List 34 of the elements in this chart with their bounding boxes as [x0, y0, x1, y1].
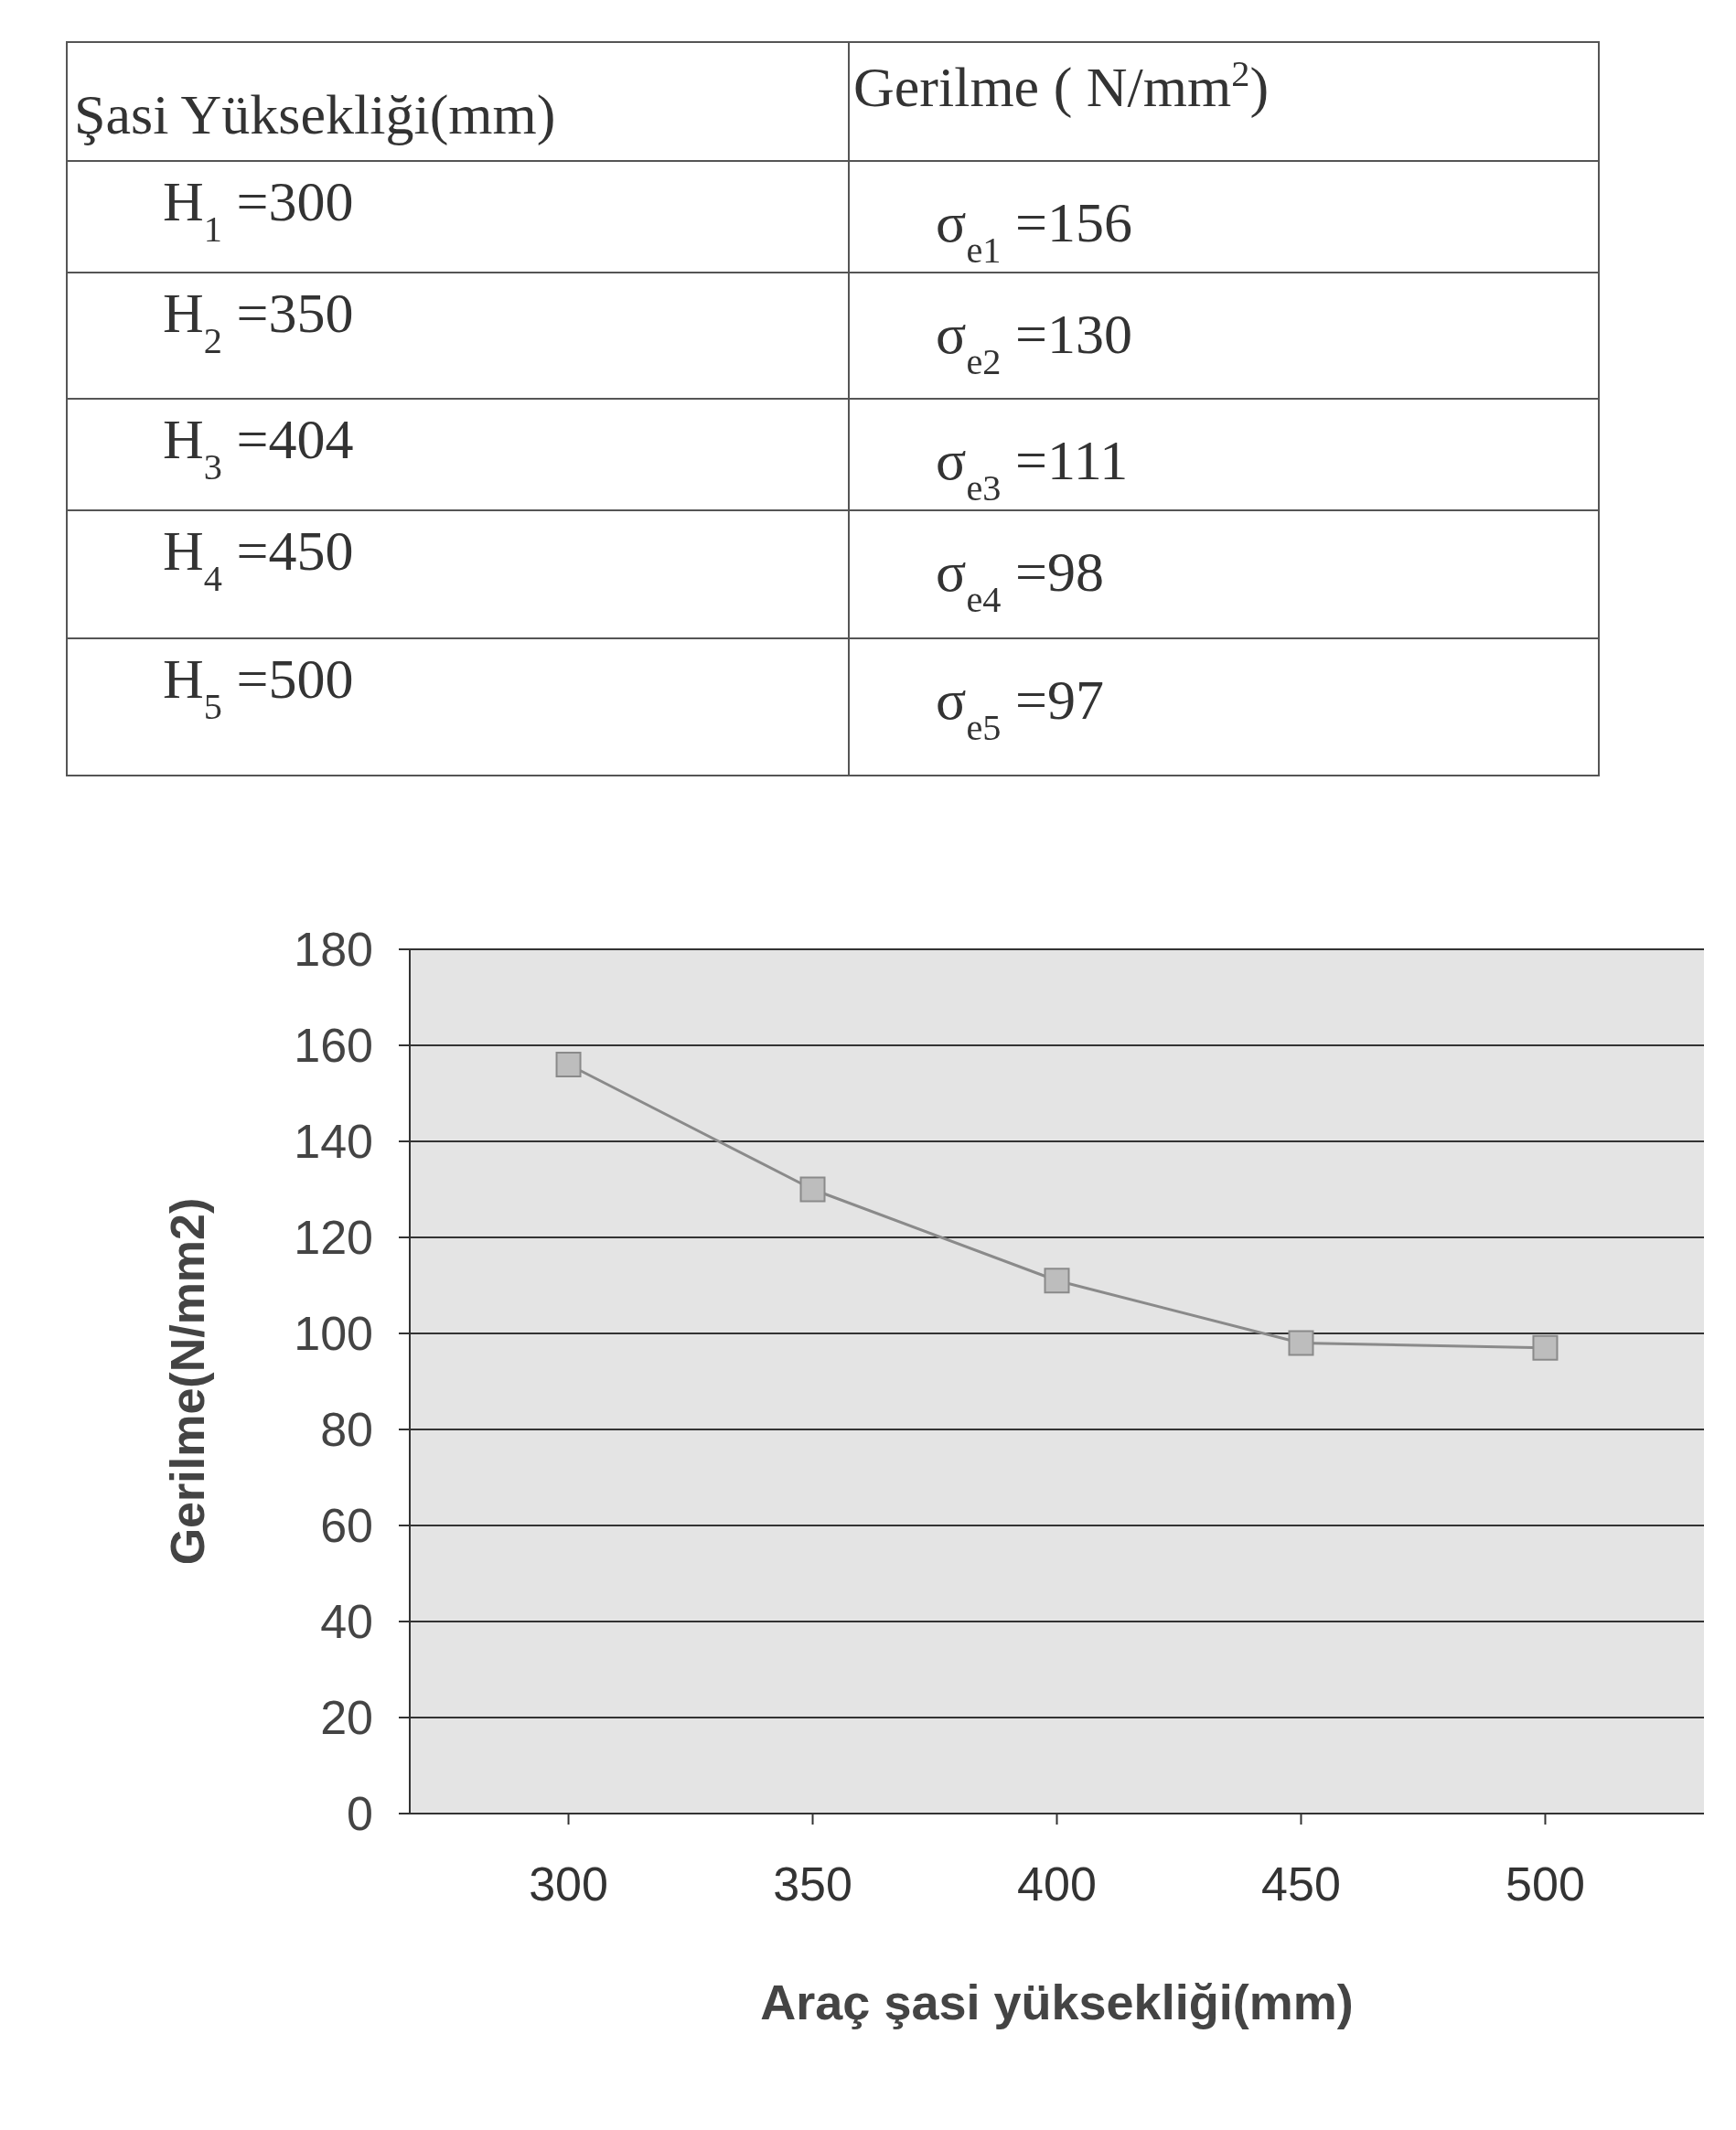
x-tick-label: 500 — [1506, 1857, 1585, 1911]
text: σ$_{e5}$ =97 — [936, 669, 1104, 748]
point — [1532, 1334, 1559, 1361]
y-tick-label: 0 — [347, 1787, 373, 1841]
y-tick-label: 160 — [294, 1019, 373, 1073]
text: H$_{4}$ =450 — [163, 519, 354, 599]
x-axis-title: Araç şasi yüksekliği(mm) — [760, 1975, 1354, 2029]
y-tick-label: 20 — [320, 1691, 373, 1745]
text: σ$_{e4}$ =98 — [936, 541, 1104, 620]
text: Şasi Yüksekliği(mm) — [74, 83, 556, 146]
y-tick-label: 120 — [294, 1211, 373, 1265]
text: σ$_{e2}$ =130 — [936, 303, 1132, 382]
y-axis-title: Gerilme(N/mm2) — [161, 1197, 214, 1566]
x-tick-label: 350 — [773, 1857, 852, 1911]
point — [1044, 1268, 1070, 1294]
y-tick-label: 40 — [320, 1595, 373, 1649]
text: H$_{5}$ =500 — [163, 648, 354, 727]
point — [555, 1052, 582, 1077]
text: H$_{3}$ =404 — [163, 408, 354, 487]
y-tick-label: 80 — [320, 1403, 373, 1457]
point — [1288, 1330, 1314, 1356]
text: H$_{2}$ =350 — [163, 282, 354, 361]
y-tick-label: 60 — [320, 1499, 373, 1553]
text: H$_{1}$ =300 — [163, 170, 354, 250]
x-tick-label: 450 — [1261, 1857, 1341, 1911]
text: σ$_{e3}$ =111 — [936, 429, 1129, 508]
x-tick-label: 300 — [529, 1857, 608, 1911]
text: Gerilme ( N/mm$^{2}$) — [853, 52, 1270, 119]
text: σ$_{e1}$ =156 — [936, 191, 1132, 271]
y-tick-label: 180 — [294, 923, 373, 977]
x-tick-label: 400 — [1017, 1857, 1097, 1911]
y-tick-label: 140 — [294, 1115, 373, 1169]
point — [799, 1176, 826, 1203]
y-tick-label: 100 — [294, 1307, 373, 1361]
